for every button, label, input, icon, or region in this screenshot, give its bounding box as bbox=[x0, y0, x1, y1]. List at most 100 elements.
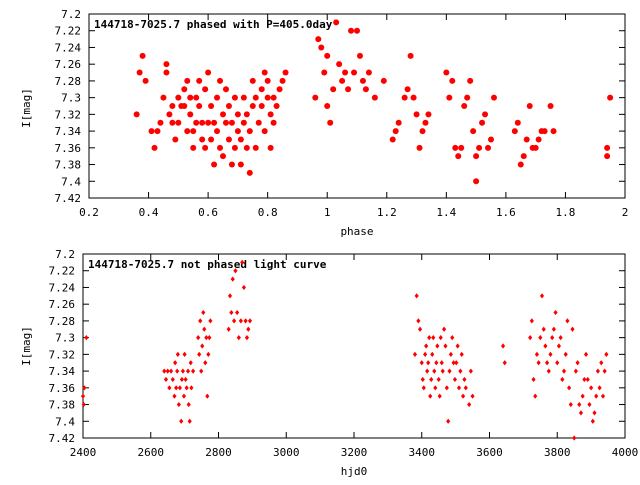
data-point bbox=[174, 385, 179, 391]
y-tick-label: 7.2 bbox=[61, 8, 81, 21]
data-point bbox=[202, 326, 207, 332]
data-point bbox=[231, 94, 238, 101]
y-tick-label: 7.36 bbox=[55, 142, 82, 155]
data-point bbox=[154, 128, 161, 135]
y-tick-label: 7.26 bbox=[49, 298, 76, 311]
data-point bbox=[246, 169, 253, 176]
data-point bbox=[222, 86, 229, 93]
data-point bbox=[163, 61, 170, 68]
data-point bbox=[473, 153, 480, 160]
data-point bbox=[520, 153, 527, 160]
data-point bbox=[446, 418, 451, 424]
x-tick-label: 2 bbox=[622, 206, 629, 219]
chart-panel-1: 0.2 0.4 0.6 0.8 1 1.2 1.4 1.6 1.8 2 7.2 7.22 7.24 7.2… bbox=[20, 8, 628, 238]
y-tick-label: 7.22 bbox=[49, 265, 76, 278]
data-point bbox=[594, 393, 599, 399]
data-point bbox=[228, 161, 235, 168]
x-tick-label: 1.4 bbox=[436, 206, 456, 219]
data-point bbox=[437, 393, 442, 399]
data-point bbox=[502, 360, 507, 366]
data-point bbox=[220, 153, 226, 160]
data-point bbox=[324, 103, 331, 109]
data-point bbox=[81, 401, 86, 408]
data-point bbox=[422, 119, 429, 126]
data-point bbox=[555, 360, 560, 366]
data-point bbox=[599, 360, 604, 366]
data-point bbox=[173, 360, 178, 366]
data-point bbox=[324, 52, 331, 59]
data-point bbox=[443, 343, 448, 349]
data-point bbox=[235, 309, 240, 316]
data-point bbox=[211, 119, 218, 126]
data-point bbox=[580, 393, 585, 399]
data-point bbox=[604, 144, 611, 151]
data-point bbox=[196, 103, 203, 109]
data-point bbox=[431, 335, 436, 341]
data-point bbox=[270, 119, 277, 126]
data-point bbox=[490, 94, 497, 101]
data-point bbox=[175, 94, 182, 101]
data-point bbox=[184, 385, 189, 391]
x-axis-label: phase bbox=[340, 225, 373, 238]
data-point bbox=[462, 376, 467, 383]
data-point bbox=[479, 119, 486, 126]
data-point bbox=[199, 368, 204, 374]
x-axis-label: hjd0 bbox=[341, 465, 368, 478]
data-point bbox=[578, 410, 584, 416]
x-tick-label: 0.2 bbox=[79, 206, 99, 219]
data-point bbox=[404, 86, 411, 93]
data-point bbox=[434, 360, 439, 366]
data-point bbox=[199, 119, 206, 126]
x-tick-label: 1.2 bbox=[377, 206, 397, 219]
data-point bbox=[546, 368, 551, 374]
data-point bbox=[412, 351, 418, 357]
data-point bbox=[193, 119, 200, 126]
data-point bbox=[234, 111, 241, 118]
data-point bbox=[333, 19, 340, 26]
data-point bbox=[175, 368, 180, 374]
data-point bbox=[529, 318, 534, 324]
data-point bbox=[440, 368, 445, 374]
data-point bbox=[482, 111, 489, 118]
data-point bbox=[365, 69, 372, 76]
data-point bbox=[458, 368, 463, 374]
data-point bbox=[575, 360, 580, 366]
data-point bbox=[473, 178, 480, 185]
data-point bbox=[175, 351, 180, 357]
data-point bbox=[426, 360, 431, 366]
y-tick-label: 7.42 bbox=[49, 432, 76, 445]
data-point bbox=[476, 144, 483, 151]
data-point bbox=[179, 376, 184, 383]
chart-title: 144718-7025.7 phased with P=405.0day bbox=[94, 18, 333, 31]
data-point bbox=[485, 144, 492, 151]
data-point bbox=[536, 360, 541, 366]
data-point bbox=[456, 385, 462, 391]
data-point bbox=[177, 385, 182, 391]
x-tick-label: 3600 bbox=[476, 446, 503, 459]
data-point bbox=[249, 77, 256, 84]
data-point bbox=[458, 144, 465, 151]
data-point bbox=[420, 376, 425, 383]
data-point bbox=[356, 52, 363, 59]
x-tick-label: 4000 bbox=[612, 446, 639, 459]
data-point bbox=[410, 94, 417, 101]
y-tick-label: 7.2 bbox=[55, 248, 75, 261]
x-tick-label: 0.4 bbox=[139, 206, 159, 219]
data-point bbox=[436, 376, 441, 383]
chart-panel-2: 2400 2600 2800 3000 3200 3400 3600 3800 4000 7.2 7… bbox=[20, 248, 638, 478]
data-point bbox=[282, 69, 289, 76]
data-point bbox=[500, 343, 506, 349]
data-point bbox=[451, 360, 456, 366]
x-tick-label: 3200 bbox=[341, 446, 368, 459]
y-tick-label: 7.28 bbox=[55, 75, 82, 88]
y-tick-label: 7.36 bbox=[49, 382, 76, 395]
data-point bbox=[442, 326, 447, 332]
data-point bbox=[438, 335, 443, 341]
data-point bbox=[432, 368, 437, 374]
x-tick-label: 2800 bbox=[205, 446, 232, 459]
data-point bbox=[538, 335, 543, 341]
data-point bbox=[205, 69, 212, 76]
data-point bbox=[602, 368, 607, 374]
data-point bbox=[470, 393, 475, 399]
data-point bbox=[151, 144, 158, 151]
